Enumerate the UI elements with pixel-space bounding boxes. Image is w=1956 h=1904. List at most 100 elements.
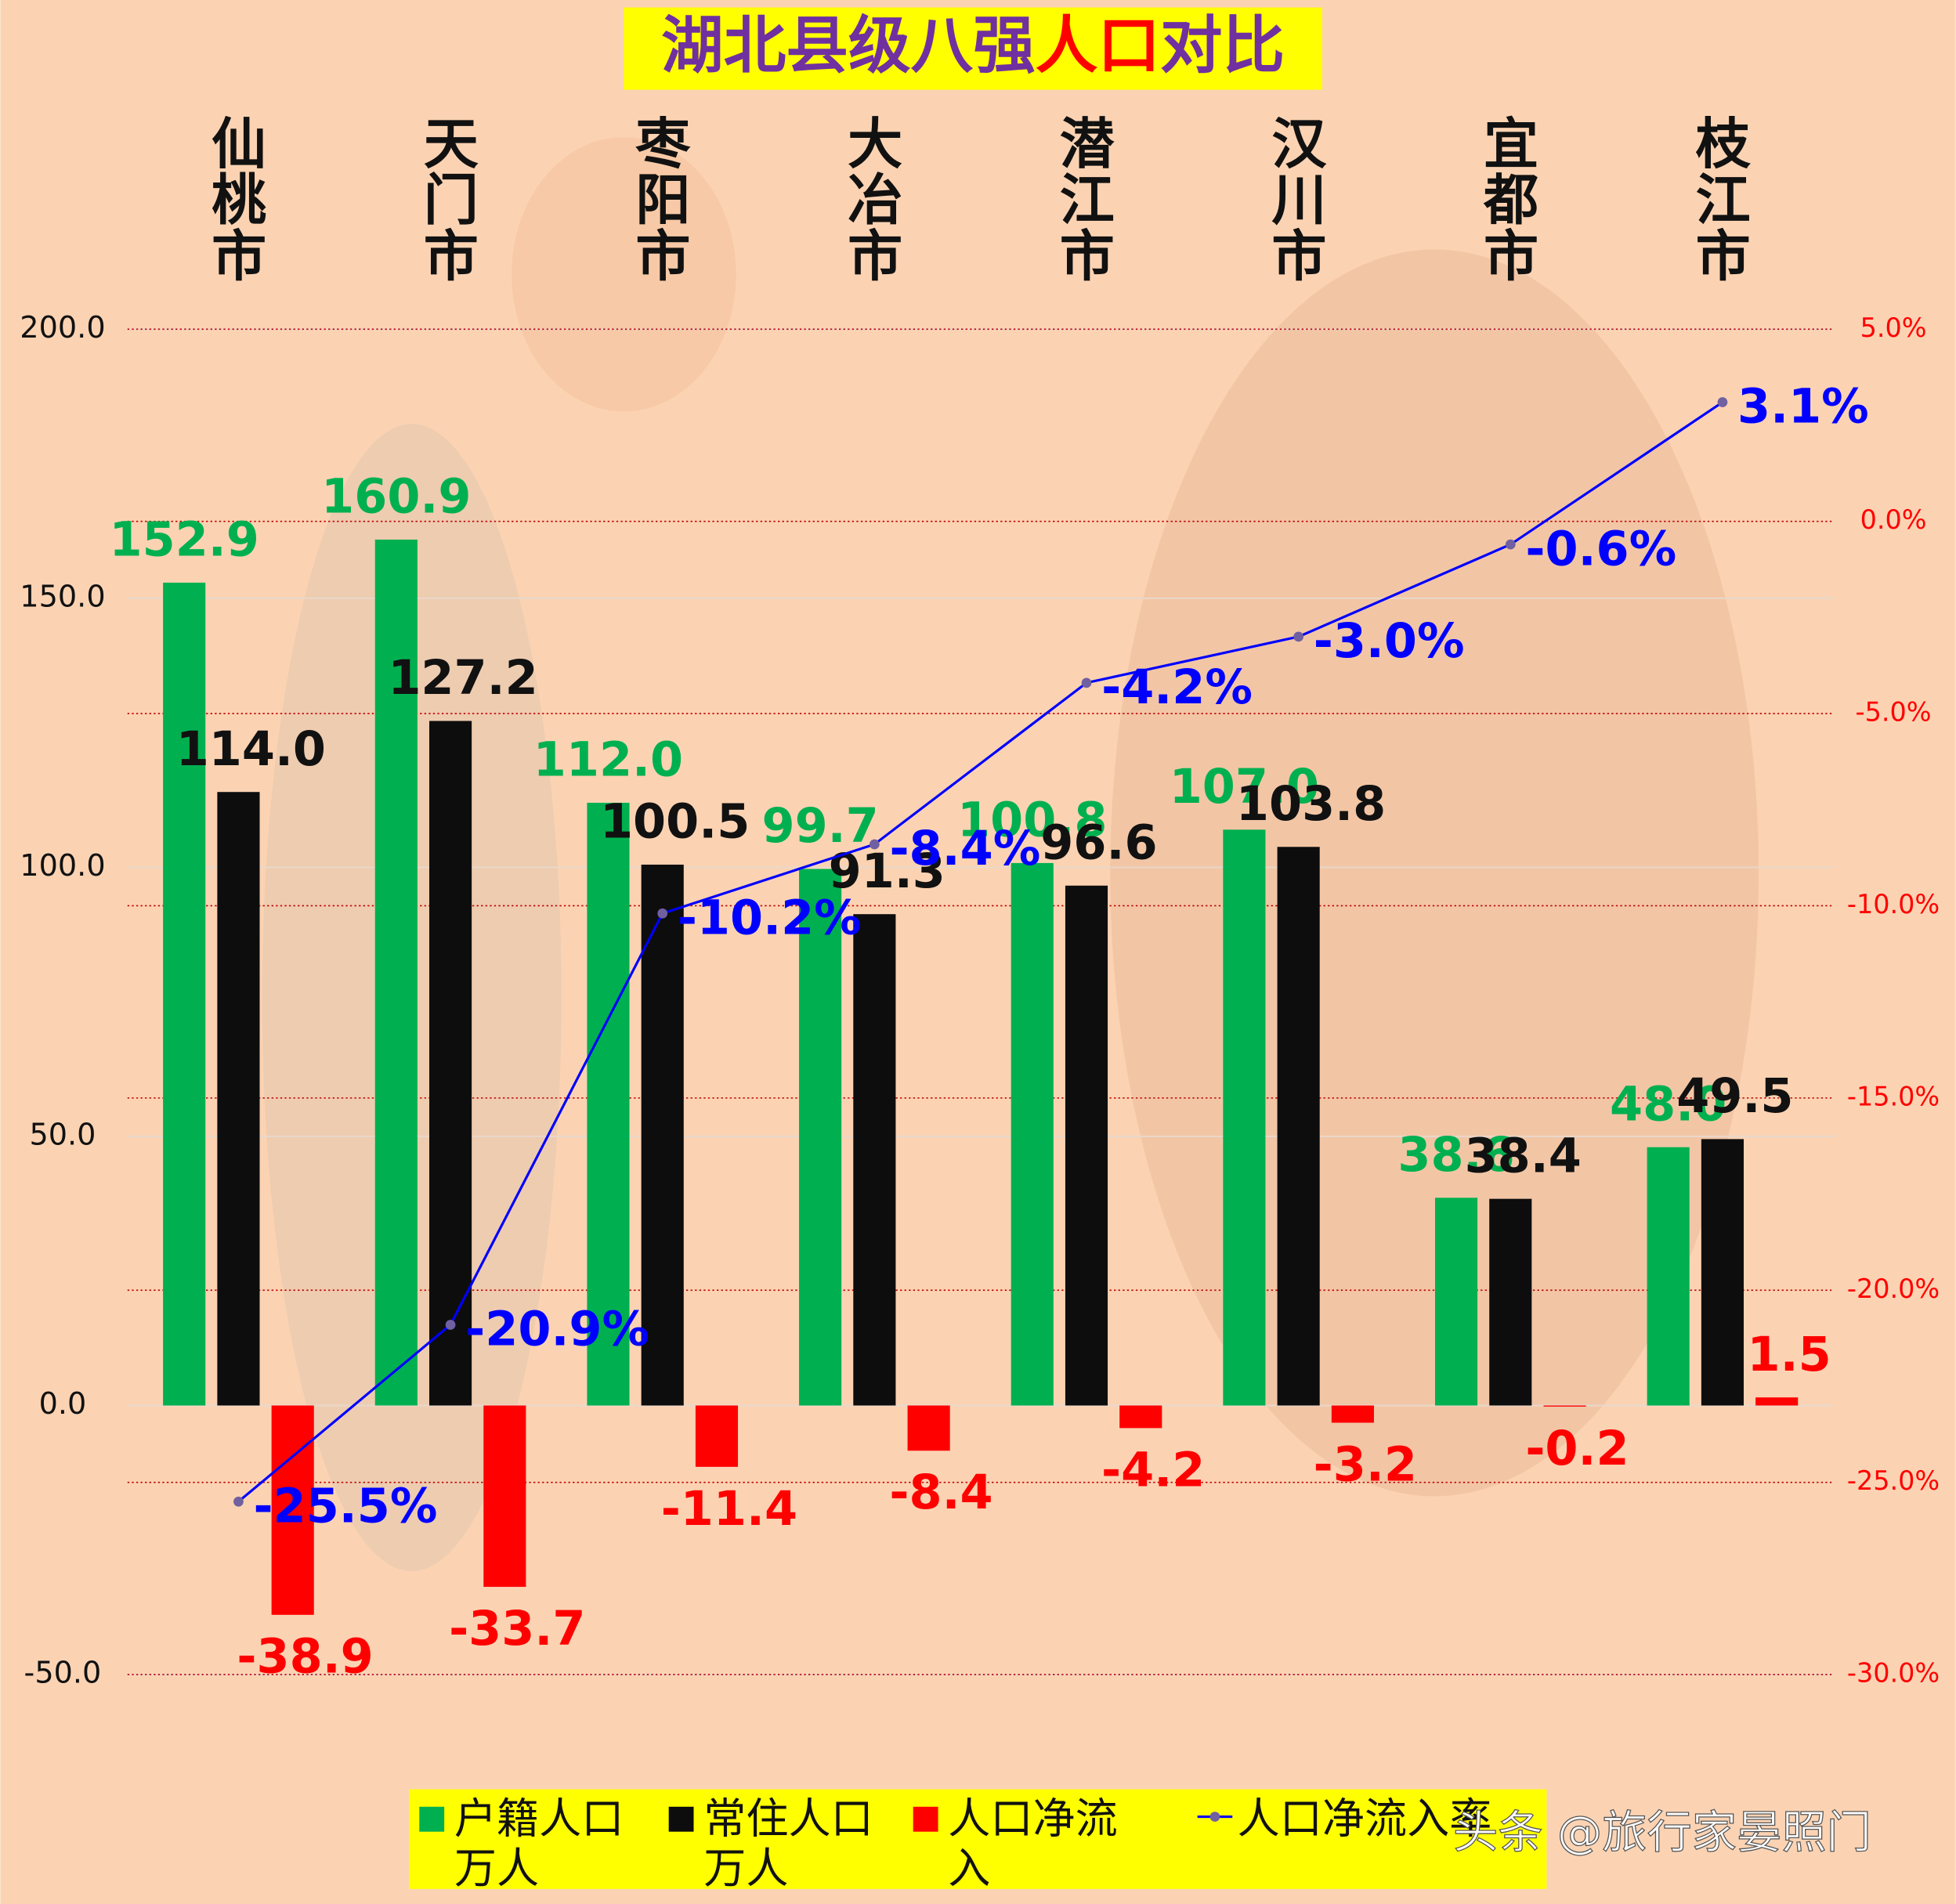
- watermark: 头条 @旅行家晏照门: [1453, 1806, 1871, 1859]
- x-tick-label: 大冶市: [839, 114, 903, 283]
- x-tick-label: 汉川市: [1263, 114, 1327, 283]
- bar: [1543, 1405, 1586, 1407]
- bar: [1434, 1198, 1478, 1406]
- y2-tick-label: -10.0%: [1847, 889, 1940, 919]
- bar: [271, 1405, 314, 1615]
- data-label: -0.2: [1525, 1422, 1629, 1476]
- data-label: -0.6%: [1525, 522, 1676, 576]
- legend-label: 人口净流入率: [1237, 1794, 1492, 1844]
- bar: [1701, 1139, 1744, 1406]
- line-point: [869, 839, 880, 850]
- legend-swatch: [668, 1806, 694, 1832]
- bar: [1119, 1405, 1162, 1429]
- y2-tick-label: -25.0%: [1847, 1465, 1940, 1496]
- legend-square: [913, 1806, 938, 1832]
- data-label: 38.6: [1397, 1128, 1514, 1183]
- data-label: 48.0: [1610, 1077, 1726, 1132]
- line-point: [1081, 677, 1092, 688]
- title-part: 湖北县级八强: [661, 9, 1036, 82]
- line-point: [1293, 631, 1304, 642]
- legend-item: 人口净流入率: [1192, 1790, 1546, 1889]
- data-label: -10.2%: [678, 891, 862, 945]
- legend-item: 人口净流入: [903, 1790, 1192, 1889]
- data-label: -3.2: [1314, 1437, 1417, 1492]
- decoration: [1110, 249, 1759, 1497]
- data-label: 49.5: [1676, 1069, 1793, 1124]
- title-part: 人口: [1036, 9, 1160, 82]
- data-label: -20.9%: [465, 1302, 649, 1357]
- bar: [483, 1405, 526, 1588]
- y2-tick-label: -5.0%: [1856, 697, 1932, 728]
- data-label: -4.2: [1101, 1443, 1205, 1498]
- bar: [163, 582, 206, 1406]
- legend-square: [419, 1806, 445, 1832]
- legend-box: 户籍人口万人 常住人口万人 人口净流入 人口净流入率: [409, 1789, 1547, 1889]
- legend-swatch: [913, 1806, 938, 1832]
- decoration: [512, 137, 736, 412]
- line-point: [1717, 397, 1728, 407]
- bar: [799, 869, 842, 1406]
- bar: [587, 802, 630, 1406]
- bar: [1065, 885, 1108, 1406]
- line-point: [1505, 539, 1516, 550]
- line-point: [233, 1496, 244, 1507]
- y2-tick-label: -30.0%: [1847, 1658, 1940, 1689]
- y-tick-label: 150.0: [20, 580, 105, 614]
- y-tick-label: 0.0: [39, 1387, 87, 1422]
- data-label: -4.2%: [1101, 660, 1253, 715]
- y-tick-label: 100.0: [20, 849, 105, 883]
- x-tick-label: 天门市: [414, 114, 479, 283]
- bar: [217, 792, 260, 1406]
- data-label: 114.0: [176, 722, 326, 777]
- x-tick-label: 仙桃市: [203, 114, 267, 283]
- data-label: -3.0%: [1314, 614, 1465, 669]
- bar: [429, 721, 472, 1406]
- bar: [1489, 1198, 1532, 1406]
- bar: [1277, 847, 1320, 1406]
- data-label: -8.4: [889, 1465, 992, 1520]
- y2-tick-label: -20.0%: [1847, 1274, 1940, 1304]
- x-tick-label: 宜都市: [1475, 114, 1539, 283]
- bar: [1223, 829, 1266, 1406]
- legend-label: 人口净流入: [948, 1794, 1118, 1889]
- data-label: 3.1%: [1737, 380, 1869, 435]
- data-label: 100.8: [957, 793, 1107, 848]
- data-label: 103.8: [1236, 777, 1386, 832]
- bar: [1331, 1405, 1374, 1423]
- legend-dot: [1209, 1812, 1220, 1822]
- x-tick-label: 枝江市: [1687, 114, 1751, 283]
- bar: [1647, 1147, 1690, 1406]
- bar: [695, 1405, 739, 1467]
- legend-item: 常住人口万人: [659, 1790, 903, 1889]
- chart-title: 湖北县级八强人口对比: [661, 9, 1285, 82]
- legend-label: 户籍人口万人: [454, 1794, 624, 1889]
- data-label: -33.7: [449, 1602, 585, 1657]
- legend-item: 户籍人口万人: [410, 1790, 659, 1889]
- data-label: -38.9: [237, 1630, 373, 1685]
- bar: [907, 1405, 950, 1451]
- legend-label: 常住人口万人: [703, 1794, 873, 1889]
- data-label: 100.5: [600, 795, 750, 850]
- data-label: -8.4%: [889, 822, 1040, 876]
- x-tick-label: 枣阳市: [627, 114, 691, 283]
- bar: [1011, 862, 1054, 1406]
- data-label: 1.5: [1748, 1328, 1831, 1382]
- bar: [374, 539, 418, 1406]
- data-label: -25.5%: [254, 1479, 438, 1534]
- legend-square: [668, 1806, 694, 1832]
- data-label: -11.4: [661, 1482, 797, 1537]
- data-label: 152.9: [110, 513, 259, 568]
- y2-tick-label: 5.0%: [1860, 313, 1927, 343]
- y-tick-label: -50.0: [24, 1657, 102, 1691]
- legend-swatch: [419, 1806, 445, 1832]
- data-label: 107.0: [1170, 760, 1319, 815]
- line-point: [657, 908, 668, 919]
- line-point: [445, 1320, 456, 1330]
- data-label: 160.9: [321, 470, 471, 525]
- title-box: [624, 7, 1322, 90]
- bar: [641, 864, 684, 1406]
